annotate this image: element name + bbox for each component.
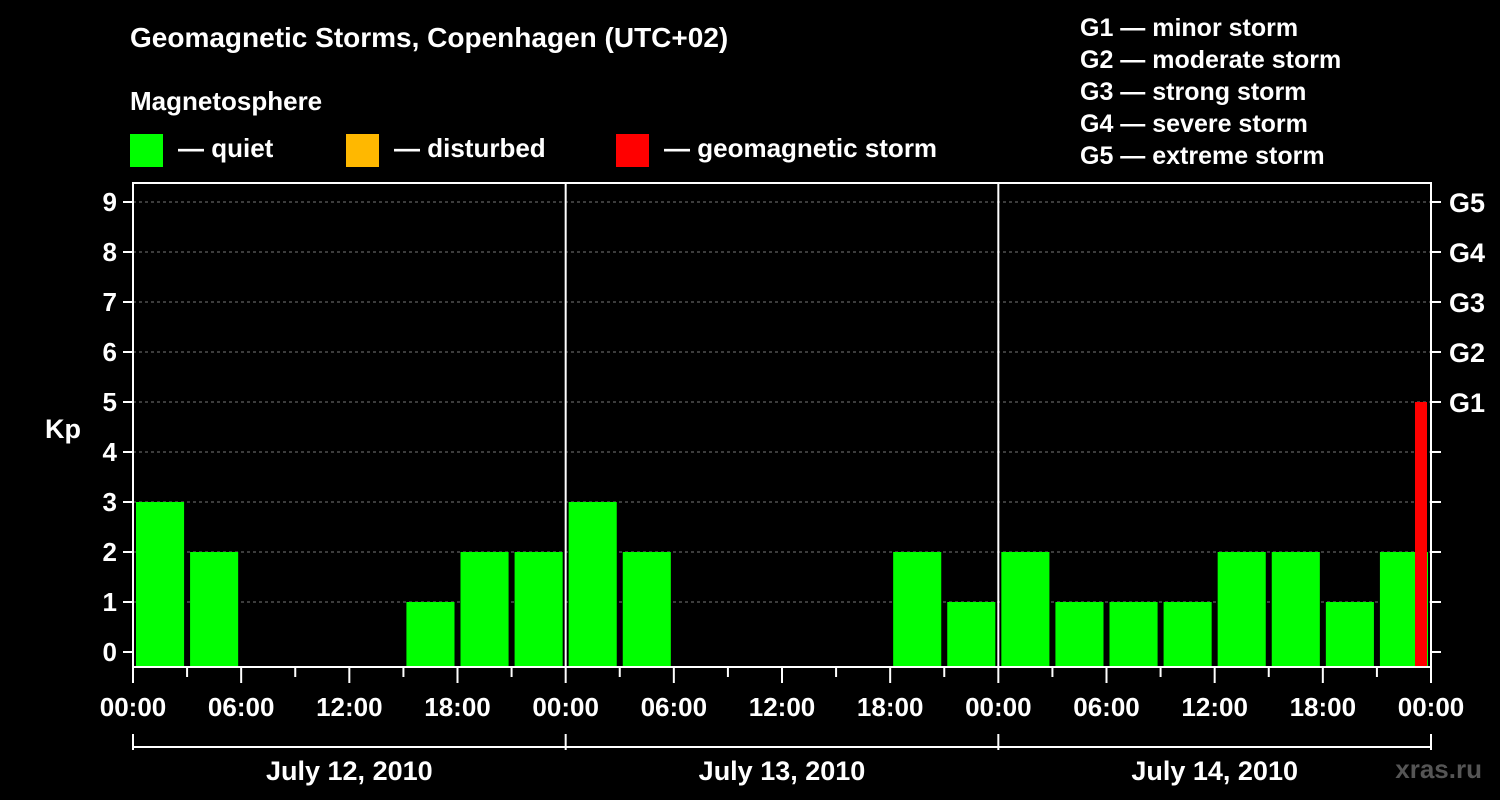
kp-bar <box>622 552 671 667</box>
y-tick-label: 9 <box>103 187 117 217</box>
x-tick-label: 12:00 <box>316 692 383 722</box>
right-axis-label: G3 <box>1449 288 1485 318</box>
kp-bar <box>1325 602 1374 667</box>
kp-bar <box>1109 602 1158 667</box>
legend-label-disturbed: — disturbed <box>394 133 546 163</box>
magnetosphere-label: Magnetosphere <box>130 86 323 116</box>
date-label: July 13, 2010 <box>699 756 866 786</box>
x-tick-label: 06:00 <box>641 692 708 722</box>
y-tick-label: 7 <box>103 287 117 317</box>
legend-swatch-disturbed <box>346 134 379 167</box>
kp-bar <box>1415 402 1427 667</box>
storm-level-g4: G4 — severe storm <box>1080 110 1308 138</box>
kp-bar <box>1217 552 1266 667</box>
x-tick-label: 12:00 <box>749 692 816 722</box>
right-axis-label: G2 <box>1449 338 1485 368</box>
kp-bar <box>1055 602 1104 667</box>
y-tick-label: 4 <box>103 437 118 467</box>
y-tick-label: 3 <box>103 487 117 517</box>
x-tick-label: 00:00 <box>965 692 1032 722</box>
kp-bar <box>406 602 455 667</box>
legend-swatch-quiet <box>130 134 163 167</box>
y-tick-label: 2 <box>103 537 117 567</box>
x-tick-label: 18:00 <box>1290 692 1357 722</box>
y-axis-label: Kp <box>45 414 81 444</box>
kp-bar <box>1163 602 1212 667</box>
x-tick-label: 06:00 <box>1073 692 1140 722</box>
x-tick-label: 06:00 <box>208 692 275 722</box>
x-tick-label: 00:00 <box>100 692 167 722</box>
x-tick-label: 00:00 <box>1398 692 1465 722</box>
legend-label-storm: — geomagnetic storm <box>664 133 938 163</box>
x-tick-label: 18:00 <box>857 692 924 722</box>
kp-bar <box>568 502 617 667</box>
y-tick-label: 1 <box>103 587 117 617</box>
storm-level-g1: G1 — minor storm <box>1080 14 1299 42</box>
kp-bar <box>136 502 185 667</box>
legend-swatch-storm <box>616 134 649 167</box>
right-axis-label: G1 <box>1449 388 1485 418</box>
y-tick-label: 6 <box>103 337 117 367</box>
storm-level-legend: G1 — minor storm G2 — moderate storm G3 … <box>1080 12 1341 172</box>
legend-label-quiet: — quiet <box>178 133 274 163</box>
kp-bar <box>514 552 563 667</box>
storm-level-g3: G3 — strong storm <box>1080 78 1307 106</box>
storm-level-g5: G5 — extreme storm <box>1080 142 1325 170</box>
right-axis-label: G5 <box>1449 188 1485 218</box>
x-tick-label: 18:00 <box>424 692 491 722</box>
kp-bar <box>893 552 942 667</box>
storm-level-g2: G2 — moderate storm <box>1080 46 1342 74</box>
kp-bar <box>1001 552 1050 667</box>
kp-bar <box>1271 552 1320 667</box>
y-tick-label: 5 <box>103 387 117 417</box>
kp-bar <box>947 602 996 667</box>
x-tick-label: 00:00 <box>532 692 599 722</box>
date-label: July 14, 2010 <box>1131 756 1298 786</box>
x-tick-label: 12:00 <box>1181 692 1248 722</box>
right-axis-label: G4 <box>1449 238 1485 268</box>
y-tick-label: 0 <box>103 637 117 667</box>
watermark: xras.ru <box>1395 754 1482 784</box>
chart-title: Geomagnetic Storms, Copenhagen (UTC+02) <box>130 22 729 53</box>
y-tick-label: 8 <box>103 237 117 267</box>
kp-bar <box>460 552 509 667</box>
kp-bar <box>190 552 239 667</box>
date-label: July 12, 2010 <box>266 756 433 786</box>
